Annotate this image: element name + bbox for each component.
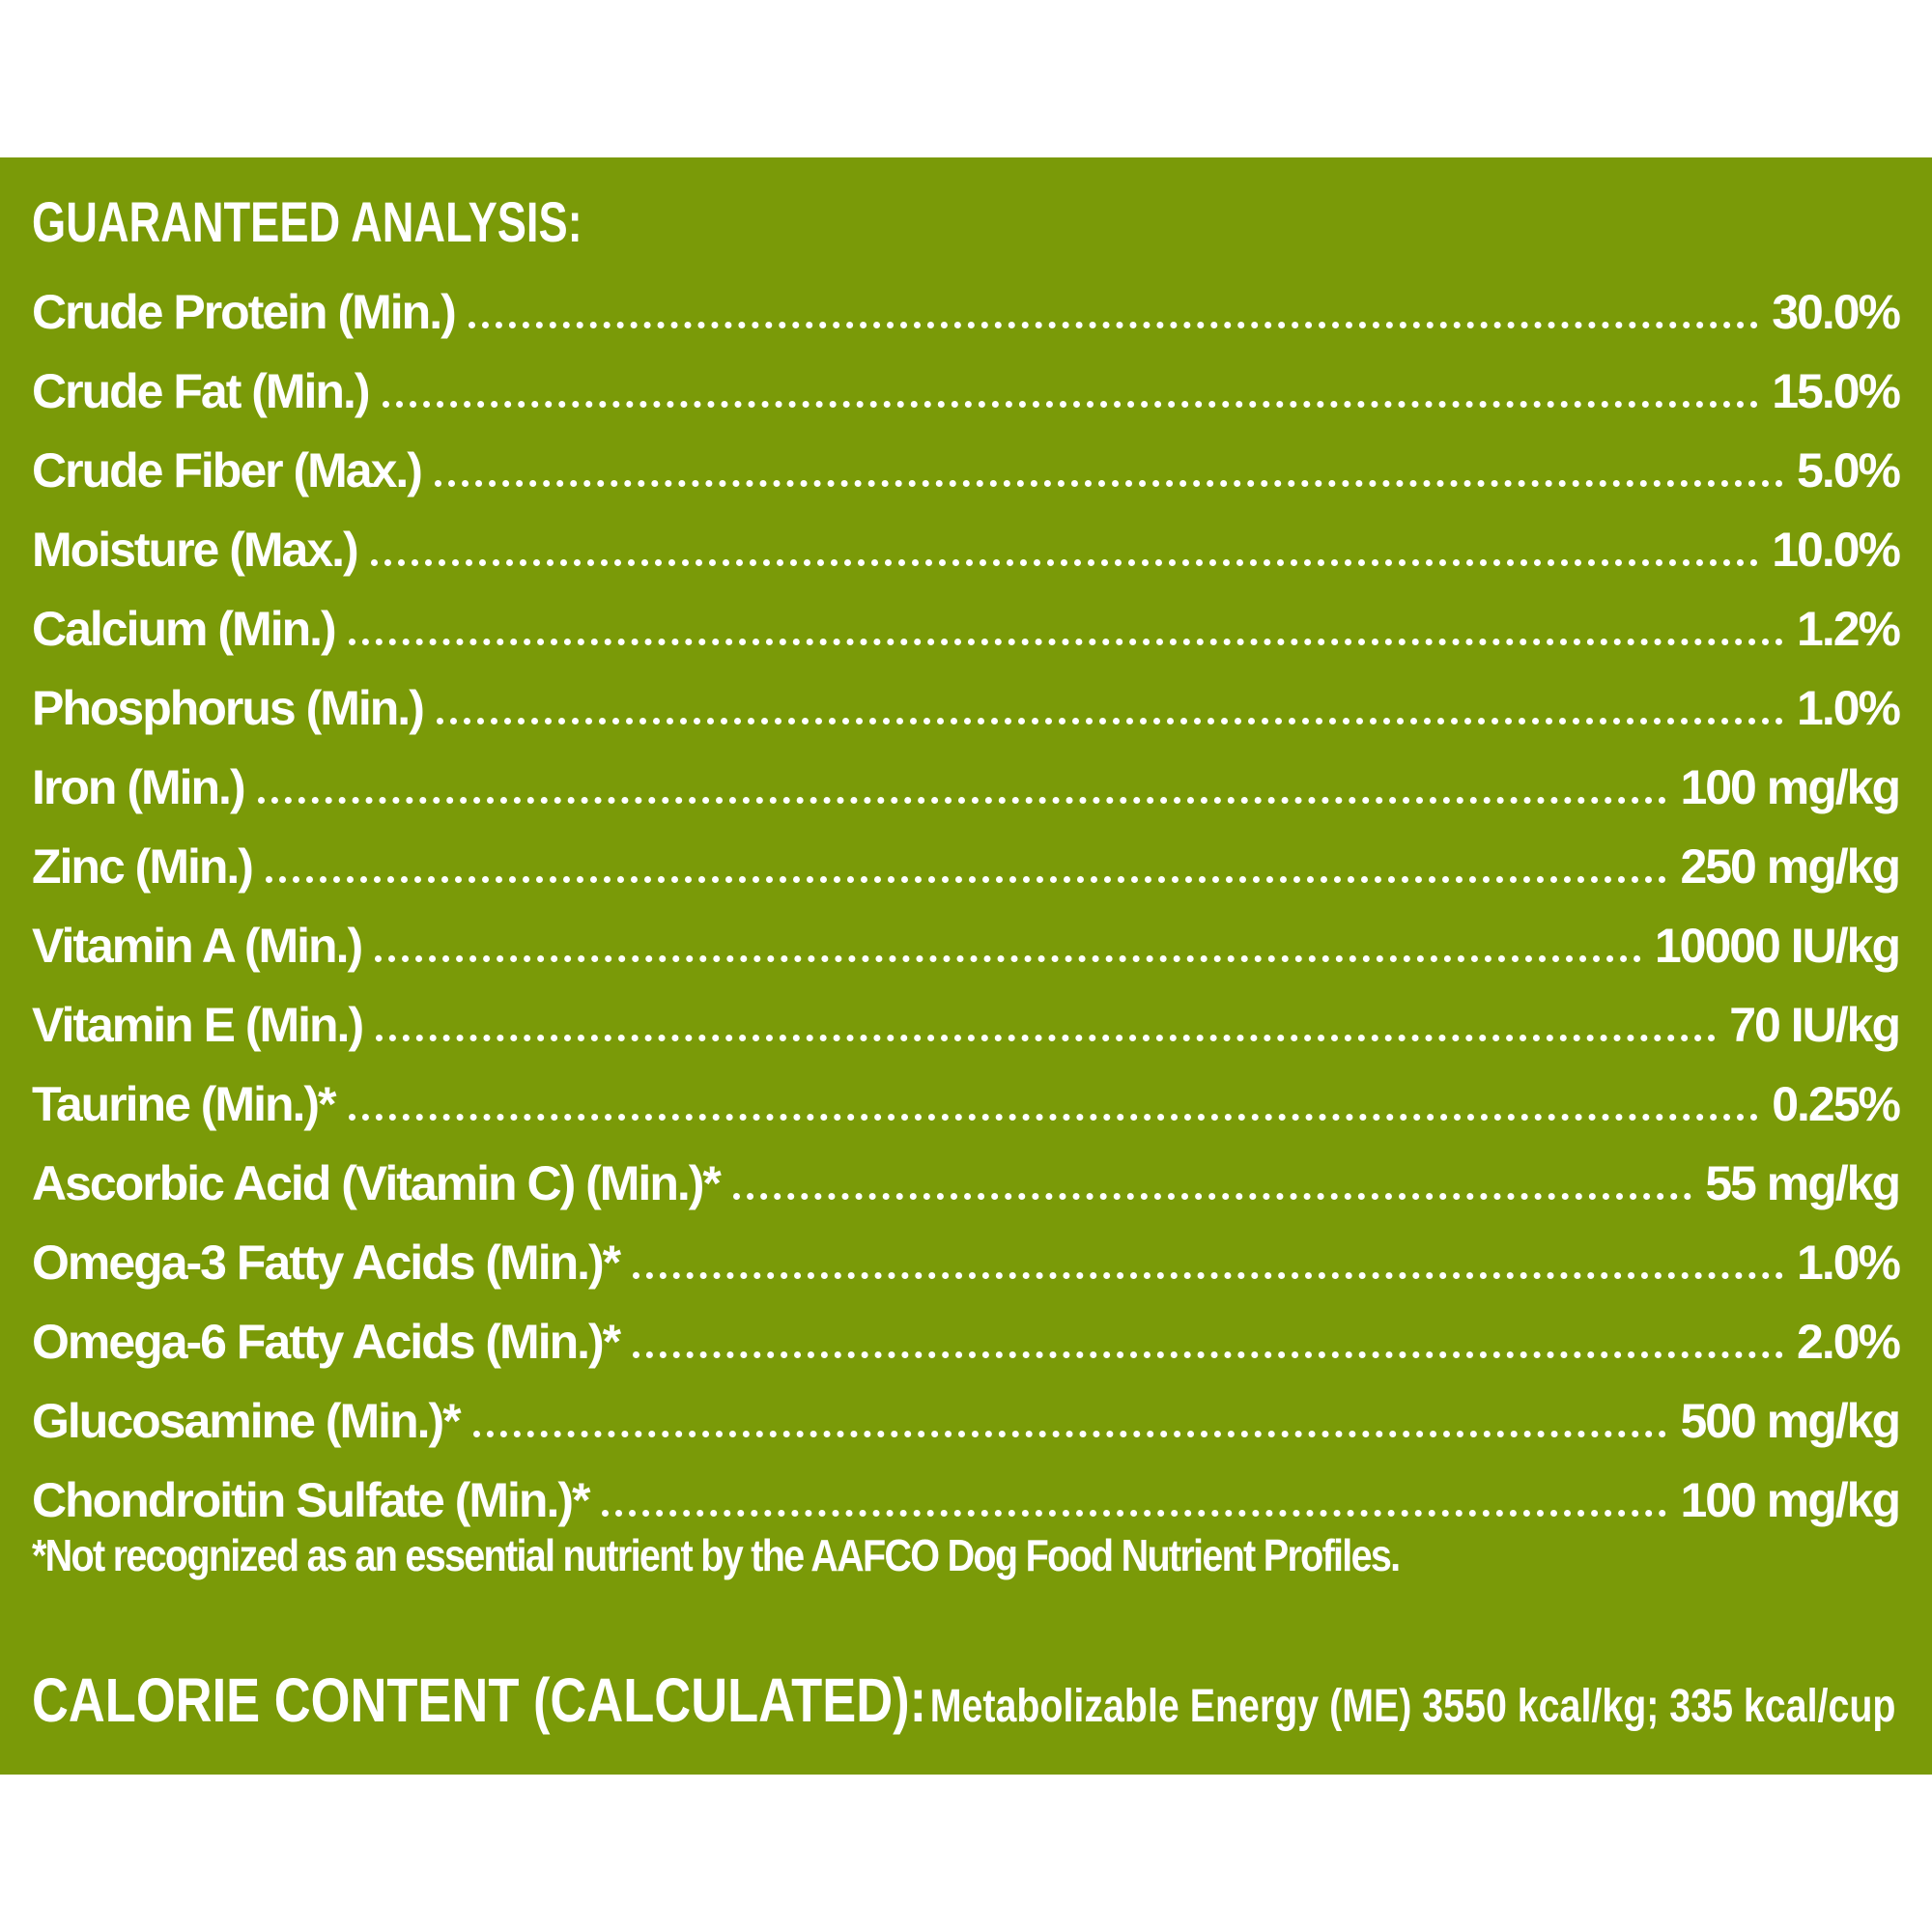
nutrient-label: Vitamin E (Min.) <box>32 998 364 1052</box>
nutrient-label: Taurine (Min.)* <box>32 1077 337 1131</box>
nutrient-value: 10000 IU/kg <box>1654 919 1901 973</box>
nutrient-label: Moisture (Max.) <box>32 523 359 577</box>
nutrient-label: Phosphorus (Min.) <box>32 681 425 735</box>
dot-leader <box>436 718 1784 724</box>
nutrient-label: Glucosamine (Min.)* <box>32 1394 462 1448</box>
analysis-row: Phosphorus (Min.) 1.0% <box>32 667 1901 746</box>
nutrient-value: 250 mg/kg <box>1680 839 1901 894</box>
dot-leader <box>370 559 1759 566</box>
nutrient-value: 1.0% <box>1797 681 1901 735</box>
nutrient-value: 100 mg/kg <box>1680 760 1901 814</box>
nutrient-value: 0.25% <box>1772 1077 1901 1131</box>
analysis-row: Omega-3 Fatty Acids (Min.)* 1.0% <box>32 1221 1901 1300</box>
nutrient-label: Crude Fat (Min.) <box>32 364 371 418</box>
nutrient-label: Crude Protein (Min.) <box>32 285 457 339</box>
nutrient-value: 2.0% <box>1797 1315 1901 1369</box>
analysis-list: Crude Protein (Min.) 30.0% Crude Fat (Mi… <box>32 270 1901 1538</box>
nutrient-label: Ascorbic Acid (Vitamin C) (Min.)* <box>32 1156 722 1210</box>
dot-leader <box>434 480 1784 487</box>
analysis-row: Crude Protein (Min.) 30.0% <box>32 270 1901 350</box>
analysis-row: Ascorbic Acid (Vitamin C) (Min.)* 55 mg/… <box>32 1142 1901 1221</box>
analysis-row: Moisture (Max.) 10.0% <box>32 508 1901 587</box>
analysis-row: Omega-6 Fatty Acids (Min.)* 2.0% <box>32 1300 1901 1379</box>
analysis-row: Glucosamine (Min.)* 500 mg/kg <box>32 1379 1901 1459</box>
guaranteed-analysis-panel: GUARANTEED ANALYSIS: Crude Protein (Min.… <box>0 157 1932 1775</box>
calorie-text: Metabolizable Energy (ME) 3550 kcal/kg; … <box>929 1681 1896 1732</box>
analysis-row: Taurine (Min.)* 0.25% <box>32 1063 1901 1142</box>
dot-leader <box>257 797 1667 804</box>
nutrient-label: Zinc (Min.) <box>32 839 254 894</box>
calorie-heading: CALORIE CONTENT (CALCULATED): <box>32 1665 927 1735</box>
nutrient-value: 5.0% <box>1797 443 1901 497</box>
dot-leader <box>732 1193 1692 1200</box>
dot-leader <box>633 1272 1784 1279</box>
nutrient-label: Omega-6 Fatty Acids (Min.)* <box>32 1315 621 1369</box>
analysis-row: Crude Fiber (Max.) 5.0% <box>32 429 1901 508</box>
aafco-footnote: *Not recognized as an essential nutrient… <box>32 1530 1401 1580</box>
dot-leader <box>602 1510 1667 1517</box>
nutrient-value: 55 mg/kg <box>1705 1156 1901 1210</box>
dot-leader <box>348 639 1784 645</box>
analysis-row: Calcium (Min.) 1.2% <box>32 587 1901 667</box>
nutrient-value: 1.0% <box>1797 1236 1901 1290</box>
nutrient-value: 1.2% <box>1797 602 1901 656</box>
analysis-row: Chondroitin Sulfate (Min.)* 100 mg/kg <box>32 1459 1901 1538</box>
nutrient-value: 30.0% <box>1772 285 1901 339</box>
dot-leader <box>633 1351 1784 1358</box>
analysis-row: Crude Fat (Min.) 15.0% <box>32 350 1901 429</box>
nutrient-value: 500 mg/kg <box>1680 1394 1901 1448</box>
dot-leader <box>348 1114 1759 1121</box>
dot-leader <box>472 1431 1667 1437</box>
analysis-row: Zinc (Min.) 250 mg/kg <box>32 825 1901 904</box>
nutrient-value: 15.0% <box>1772 364 1901 418</box>
nutrient-label: Omega-3 Fatty Acids (Min.)* <box>32 1236 621 1290</box>
analysis-row: Iron (Min.) 100 mg/kg <box>32 746 1901 825</box>
dot-leader <box>468 322 1759 328</box>
analysis-row: Vitamin E (Min.) 70 IU/kg <box>32 983 1901 1063</box>
nutrient-label: Vitamin A (Min.) <box>32 919 363 973</box>
nutrient-label: Crude Fiber (Max.) <box>32 443 423 497</box>
calorie-content: CALORIE CONTENT (CALCULATED): Metaboliza… <box>32 1664 1895 1736</box>
dot-leader <box>265 876 1667 883</box>
nutrient-label: Calcium (Min.) <box>32 602 337 656</box>
dot-leader <box>375 955 1641 962</box>
dot-leader <box>382 401 1759 408</box>
nutrient-value: 70 IU/kg <box>1729 998 1901 1052</box>
nutrient-value: 10.0% <box>1772 523 1901 577</box>
nutrient-label: Iron (Min.) <box>32 760 246 814</box>
nutrient-label: Chondroitin Sulfate (Min.)* <box>32 1473 590 1527</box>
analysis-row: Vitamin A (Min.) 10000 IU/kg <box>32 904 1901 983</box>
nutrient-value: 100 mg/kg <box>1680 1473 1901 1527</box>
analysis-title: GUARANTEED ANALYSIS: <box>32 191 582 254</box>
dot-leader <box>376 1035 1717 1041</box>
